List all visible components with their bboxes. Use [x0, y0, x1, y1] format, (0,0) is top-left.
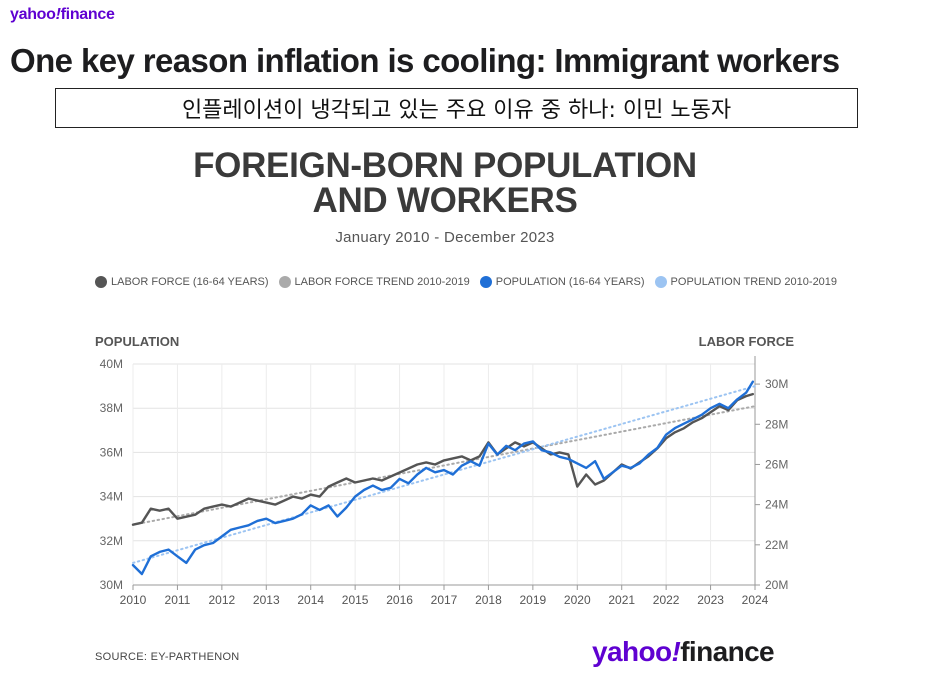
legend-label-labor-trend: LABOR FORCE TREND 2010-2019 [294, 276, 470, 288]
legend-dot-population [479, 276, 492, 288]
x-tick-label: 2012 [209, 593, 236, 607]
series-line-labor-force [131, 392, 754, 526]
chart-legend: LABOR FORCE (16-64 YEARS) LABOR FORCE TR… [95, 276, 837, 288]
series-layer [131, 380, 756, 576]
y-right-tick-label: 24M [765, 498, 788, 512]
y-left-axis-label: POPULATION [95, 334, 179, 349]
series-line-population [131, 380, 754, 576]
article-headline: One key reason inflation is cooling: Imm… [10, 42, 840, 79]
x-tick-label: 2014 [297, 593, 324, 607]
x-tick-label: 2018 [475, 593, 502, 607]
grid-layer [132, 363, 756, 586]
x-tick-label: 2020 [564, 593, 591, 607]
legend-dot-population-trend [654, 276, 667, 288]
x-tick-label: 2016 [386, 593, 413, 607]
legend-item-population: POPULATION (16-64 YEARS) [479, 276, 645, 288]
legend-item-labor-force: LABOR FORCE (16-64 YEARS) [95, 276, 269, 288]
source-note: SOURCE: EY-PARTHENON [95, 651, 240, 663]
y-right-tick-label: 26M [765, 457, 788, 471]
y-right-tick-label: 30M [765, 377, 788, 391]
x-tick-label: 2024 [742, 593, 769, 607]
chart-title-line1: FOREIGN-BORN POPULATION [193, 146, 697, 185]
x-tick-label: 2019 [520, 593, 547, 607]
y-left-tick-label: 30M [100, 578, 123, 592]
y-left-tick-label: 38M [100, 401, 123, 415]
chart-title-line2: AND WORKERS [312, 181, 578, 220]
legend-item-population-trend: POPULATION TREND 2010-2019 [654, 276, 838, 288]
y-right-axis-label: LABOR FORCE [699, 334, 795, 349]
chart-title: FOREIGN-BORN POPULATION AND WORKERS [0, 148, 890, 218]
translation-box: 인플레이션이 냉각되고 있는 주요 이유 중 하나: 이민 노동자 [55, 88, 858, 128]
translation-text: 인플레이션이 냉각되고 있는 주요 이유 중 하나: 이민 노동자 [181, 98, 732, 123]
yahoo-finance-logo-top[interactable]: yahoo!finance [10, 6, 115, 23]
x-tick-label: 2021 [608, 593, 635, 607]
legend-item-labor-trend: LABOR FORCE TREND 2010-2019 [278, 276, 470, 288]
x-tick-label: 2011 [165, 593, 191, 607]
y-left-tick-label: 36M [100, 445, 123, 459]
y-left-tick-label: 34M [100, 490, 123, 504]
x-tick-label: 2015 [342, 593, 369, 607]
y-left-tick-label: 40M [100, 357, 123, 371]
legend-dot-labor-force [95, 276, 107, 288]
legend-label-population-trend: POPULATION TREND 2010-2019 [670, 276, 838, 288]
y-left-tick-label: 32M [100, 534, 123, 548]
x-tick-label: 2017 [431, 593, 458, 607]
y-right-tick-label: 22M [765, 538, 788, 552]
axis-layer: 30M 32M 34M 36M 38M 40M 2010 2011 2012 2013 2014 20… [100, 356, 788, 607]
legend-label-labor-force: LABOR FORCE (16-64 YEARS) [111, 276, 269, 288]
x-tick-label: 2023 [697, 593, 724, 607]
y-right-tick-label: 28M [765, 417, 788, 431]
y-right-tick-label: 20M [765, 578, 788, 592]
chart-subtitle: January 2010 - December 2023 [335, 229, 555, 246]
legend-label-population: POPULATION (16-64 YEARS) [495, 276, 645, 288]
x-tick-label: 2013 [253, 593, 280, 607]
legend-dot-labor-trend [278, 276, 291, 288]
x-tick-label: 2022 [653, 593, 680, 607]
yahoo-finance-logo-bottom[interactable]: yahoo!finance [592, 636, 775, 667]
x-tick-label: 2010 [120, 593, 147, 607]
